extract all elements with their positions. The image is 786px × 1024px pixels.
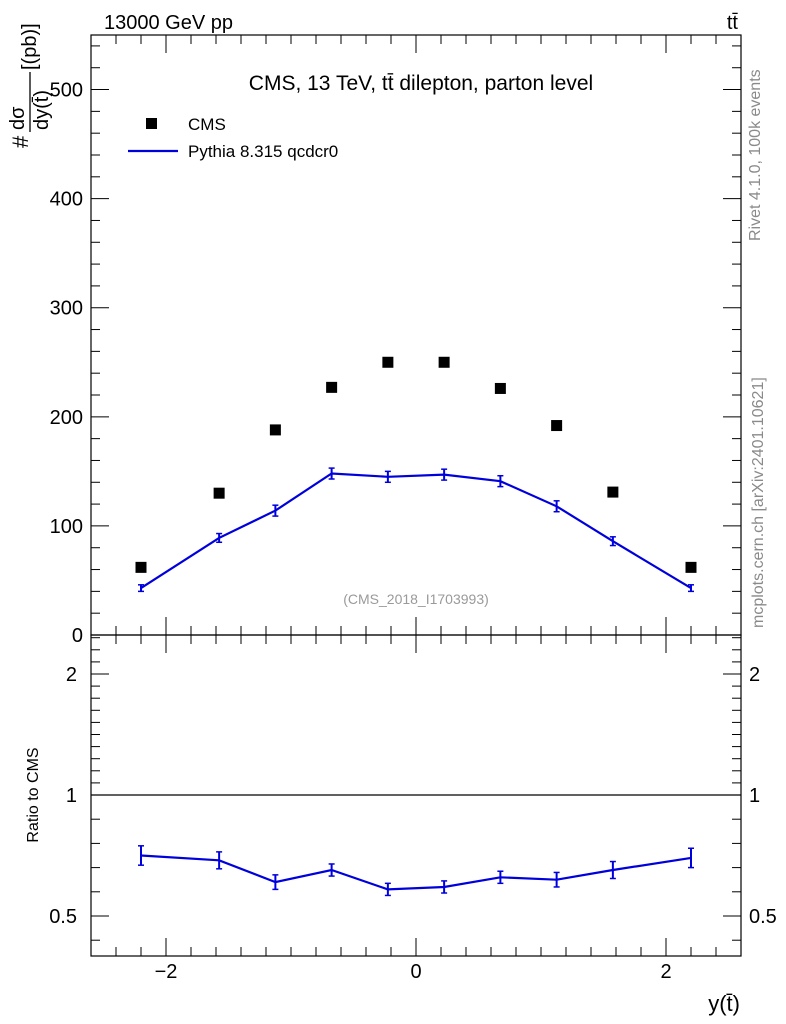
- ratio-y-tick-label-right: 2: [749, 664, 760, 686]
- y-tick-label: 400: [50, 189, 83, 211]
- main-axis-ticks: 0 100 200 300 400 500: [50, 35, 741, 647]
- cms-data-point: [213, 487, 225, 499]
- ratio-y-tick-label-left: 0.5: [49, 906, 77, 928]
- cms-data-point: [494, 382, 506, 394]
- legend: CMS Pythia 8.315 qcdcr0: [128, 115, 338, 161]
- y-tick-label: 100: [50, 516, 83, 538]
- ratio-y-tick-label-right: 0.5: [749, 906, 777, 928]
- ratio-data-layer: [138, 845, 694, 897]
- ratio-y-axis-label: Ratio to CMS: [25, 747, 42, 842]
- x-tick-label: −2: [155, 961, 178, 983]
- ratio-line: [140, 854, 692, 891]
- main-data-layer: [135, 356, 697, 593]
- cms-data-point: [326, 381, 338, 393]
- rivet-version-label: Rivet 4.1.0, 100k events: [747, 69, 764, 241]
- pythia-line: [140, 472, 692, 590]
- cms-data-point: [607, 486, 619, 498]
- cms-data-point: [382, 356, 394, 368]
- ratio-y-tick-label-right: 1: [749, 785, 760, 807]
- y-tick-label: 200: [50, 407, 83, 429]
- energy-label: 13000 GeV pp: [104, 12, 233, 34]
- main-y-axis-label: # dσ dy(t̄) [(pb)]: [7, 23, 53, 148]
- y-label-unit: [(pb)]: [19, 23, 41, 70]
- cms-data-point: [135, 561, 147, 573]
- ratio-axis-ticks: 0.5 0.5 1 1 2 2 −2 0 2: [49, 635, 777, 983]
- cms-data-point: [269, 424, 281, 436]
- process-label: tt̄: [727, 12, 739, 34]
- cms-data-point: [551, 420, 563, 432]
- y-tick-label: 0: [72, 625, 83, 647]
- ratio-y-tick-label-left: 2: [66, 664, 77, 686]
- x-axis-label: y(t̄): [708, 991, 740, 1016]
- y-tick-label: 300: [50, 298, 83, 320]
- cms-data-point: [438, 356, 450, 368]
- ratio-y-tick-label-left: 1: [66, 785, 77, 807]
- analysis-watermark: (CMS_2018_I1703993): [343, 591, 489, 607]
- plot-title: CMS, 13 TeV, tt̄ dilepton, parton level: [249, 72, 593, 95]
- x-tick-label: 2: [660, 961, 671, 983]
- legend-marker-cms: [146, 118, 157, 129]
- source-label: mcplots.cern.ch [arXiv:2401.10621]: [750, 377, 767, 628]
- x-tick-label: 0: [410, 961, 421, 983]
- y-label-prefix: #: [8, 135, 33, 148]
- legend-label-cms: CMS: [188, 115, 226, 134]
- cms-data-point: [685, 561, 697, 573]
- y-label-denominator: dy(t̄): [31, 90, 53, 130]
- legend-label-pythia: Pythia 8.315 qcdcr0: [188, 142, 338, 161]
- y-label-numerator: dσ: [7, 106, 29, 130]
- y-tick-label: 500: [50, 80, 83, 102]
